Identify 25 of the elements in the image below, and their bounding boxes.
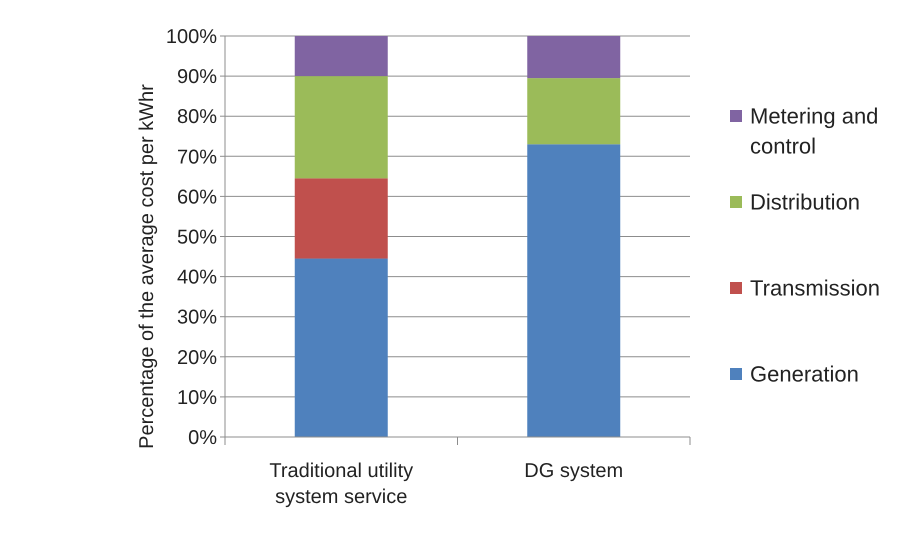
y-tick-label: 30% (176, 306, 218, 329)
x-tick-label: DG system (524, 460, 624, 482)
y-tick-label: 50% (176, 226, 218, 248)
bar (294, 36, 388, 76)
y-tick-label: 70% (176, 146, 218, 168)
legend-label: Generation (750, 362, 859, 387)
y-tick-label: 90% (176, 66, 218, 88)
bar (294, 76, 388, 178)
y-tick-label: 40% (176, 266, 218, 289)
legend-label: Distribution (750, 190, 860, 215)
bar (527, 36, 620, 78)
y-tick-label: 60% (176, 186, 218, 208)
bar (527, 78, 620, 144)
y-tick-label: 20% (176, 346, 218, 369)
legend-label: Transmission (750, 276, 880, 301)
y-tick-label: 10% (176, 386, 218, 409)
x-tick-label: Traditional utility system service (269, 460, 414, 508)
bar (294, 258, 388, 437)
y-tick-label: 100% (166, 26, 218, 48)
legend-label: Metering and control (750, 104, 878, 159)
y-tick-label: 80% (176, 106, 218, 128)
bar (527, 144, 620, 437)
y-axis-title: Percentage of the average cost per kWhr (136, 84, 158, 449)
bar (294, 178, 388, 259)
y-tick-label: 0% (188, 427, 218, 449)
